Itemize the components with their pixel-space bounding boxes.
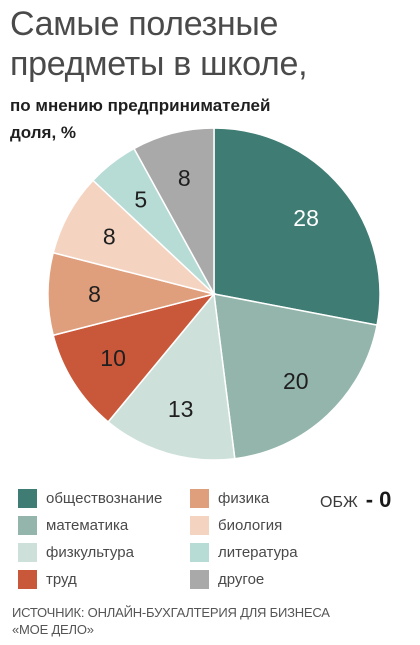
pie-slice-0 <box>213 127 381 326</box>
obzh-note: ОБЖ - 0 <box>320 487 391 513</box>
legend-label: физика <box>218 489 270 507</box>
source-note: ИСТОЧНИК: ОНЛАЙН-БУХГАЛТЕРИЯ ДЛЯ БИЗНЕСА… <box>12 604 412 638</box>
legend-item-1: физика <box>190 487 269 509</box>
legend-item-0: обществознание <box>18 487 162 509</box>
chart-title: Самые полезные предметы в школе, <box>10 5 308 83</box>
subtitle-line-2: доля, % <box>10 123 77 142</box>
pie-value-label-4: 8 <box>88 281 101 307</box>
pie-slice-3 <box>52 292 217 423</box>
pie-value-label-5: 8 <box>103 223 116 249</box>
legend-item-3: биология <box>190 514 282 536</box>
legend-item-7: другое <box>190 568 264 590</box>
source-line-2: «МОЕ ДЕЛО» <box>12 622 94 637</box>
obzh-label: ОБЖ <box>320 494 358 511</box>
legend-swatch <box>190 542 209 562</box>
legend-swatch <box>18 488 37 508</box>
legend-label: труд <box>46 570 77 588</box>
pie-slice-1 <box>213 293 378 460</box>
pie-value-label-2: 13 <box>168 396 194 422</box>
legend-item-5: литература <box>190 541 298 563</box>
legend-swatch <box>190 569 209 589</box>
pie-value-label-7: 8 <box>178 165 191 191</box>
legend-swatch <box>18 542 37 562</box>
pie-value-label-1: 20 <box>283 368 309 394</box>
pie-slice-2 <box>107 292 236 461</box>
legend-swatch <box>190 488 209 508</box>
pie-value-label-3: 10 <box>100 345 126 371</box>
chart-legend: обществознание физика математика биология фи… <box>18 487 418 597</box>
legend-item-6: труд <box>18 568 77 590</box>
source-line-1: ИСТОЧНИК: ОНЛАЙН-БУХГАЛТЕРИЯ ДЛЯ БИЗНЕСА <box>12 605 330 620</box>
legend-label: математика <box>46 516 129 534</box>
pie-value-label-6: 5 <box>134 187 147 213</box>
legend-swatch <box>18 569 37 589</box>
legend-swatch <box>190 515 209 535</box>
legend-item-2: математика <box>18 514 128 536</box>
chart-subtitle: по мнению предпринимателей доля, % <box>10 92 410 146</box>
pie-slice-7 <box>133 127 215 295</box>
legend-label: литература <box>218 543 298 561</box>
legend-label: другое <box>218 570 265 588</box>
pie-value-label-0: 28 <box>293 205 319 231</box>
obzh-value: - 0 <box>365 487 392 512</box>
legend-label: обществознание <box>46 489 163 507</box>
legend-item-4: физкультура <box>18 541 134 563</box>
legend-swatch <box>18 515 37 535</box>
legend-label: физкультура <box>46 543 134 561</box>
legend-label: биология <box>218 516 283 534</box>
subtitle-line-1: по мнению предпринимателей <box>10 96 271 115</box>
